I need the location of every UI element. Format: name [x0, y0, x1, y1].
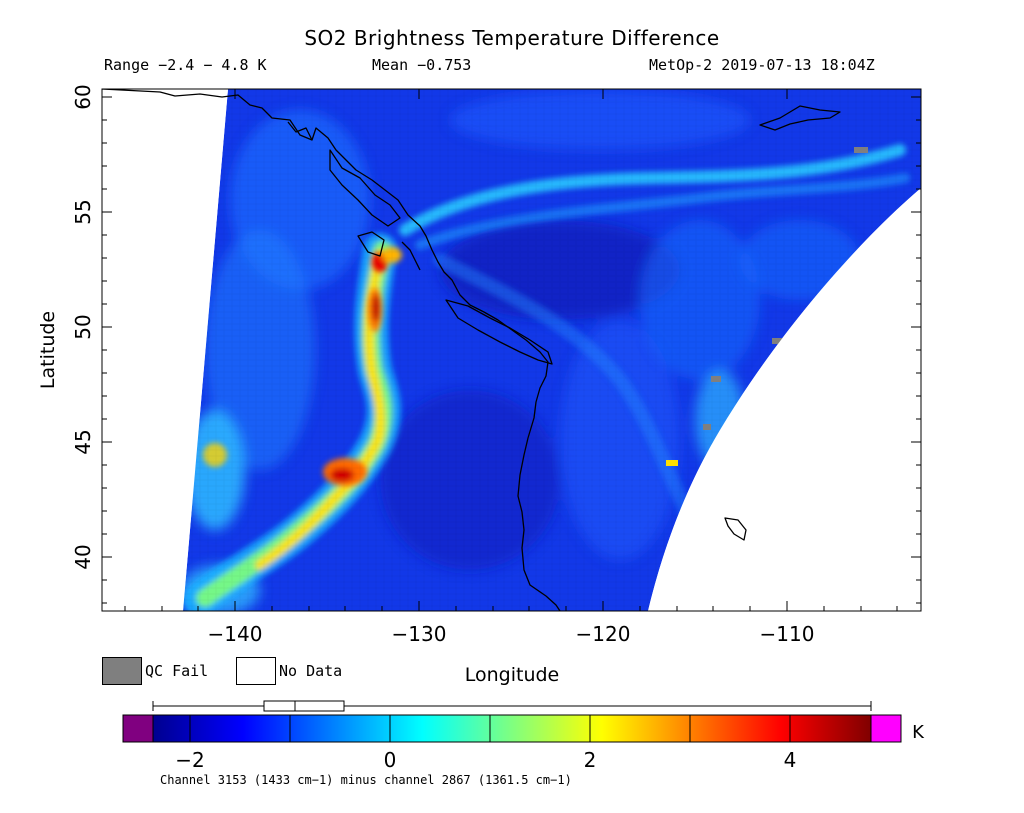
- no-data-label: No Data: [279, 662, 343, 680]
- no-data-region: [102, 89, 228, 611]
- colorbar-tick-label: 4: [784, 748, 797, 772]
- lon-tick-label: −140: [208, 622, 263, 646]
- lat-tick-label: 45: [71, 429, 95, 454]
- satellite-time-label: MetOp-2 2019-07-13 18:04Z: [649, 56, 875, 74]
- qc-fail-pixel: [854, 147, 868, 153]
- lat-tick-label: 60: [71, 84, 95, 109]
- lat-tick-label: 55: [71, 199, 95, 224]
- colorbar-under: [123, 715, 153, 742]
- qc-fail-label: QC Fail: [145, 662, 209, 680]
- mean-label: Mean −0.753: [372, 56, 472, 74]
- x-axis-label: Longitude: [0, 664, 1024, 686]
- colorbar-gradient: [153, 715, 871, 742]
- lat-ticks: [102, 96, 921, 604]
- qc-fail-pixel: [703, 424, 711, 430]
- range-label: Range −2.4 − 4.8 K: [104, 56, 267, 74]
- coastline: [102, 89, 841, 611]
- lat-tick-label: 40: [71, 544, 95, 569]
- colorbar-ticks: [152, 715, 872, 742]
- colorbar-boxplot: [152, 700, 872, 712]
- colorbar-unit: K: [912, 722, 925, 743]
- no-data-region: [648, 188, 921, 611]
- qc-fail-pixel: [711, 376, 721, 382]
- lon-tick-label: −120: [576, 622, 631, 646]
- y-axis-label: Latitude: [37, 311, 59, 389]
- colorbar-over: [871, 715, 901, 742]
- colorbar-tick-label: −2: [175, 748, 204, 772]
- colorbar-tick-label: 0: [384, 748, 397, 772]
- qc-fail-swatch: [102, 657, 142, 685]
- lat-tick-label: 50: [71, 314, 95, 339]
- x-axis-label-text: Longitude: [464, 664, 560, 686]
- colorbar-tick-label: 2: [584, 748, 597, 772]
- lon-tick-label: −110: [760, 622, 815, 646]
- qc-fail-pixel: [772, 338, 784, 344]
- colorbar-frame: [122, 714, 902, 743]
- lon-ticks: [124, 89, 898, 611]
- chart-title: SO2 Brightness Temperature Difference: [304, 26, 720, 50]
- no-data-swatch: [236, 657, 276, 685]
- channel-footnote: Channel 3153 (1433 cm−1) minus channel 2…: [160, 773, 572, 787]
- swath-data: [102, 89, 921, 611]
- lon-tick-label: −130: [392, 622, 447, 646]
